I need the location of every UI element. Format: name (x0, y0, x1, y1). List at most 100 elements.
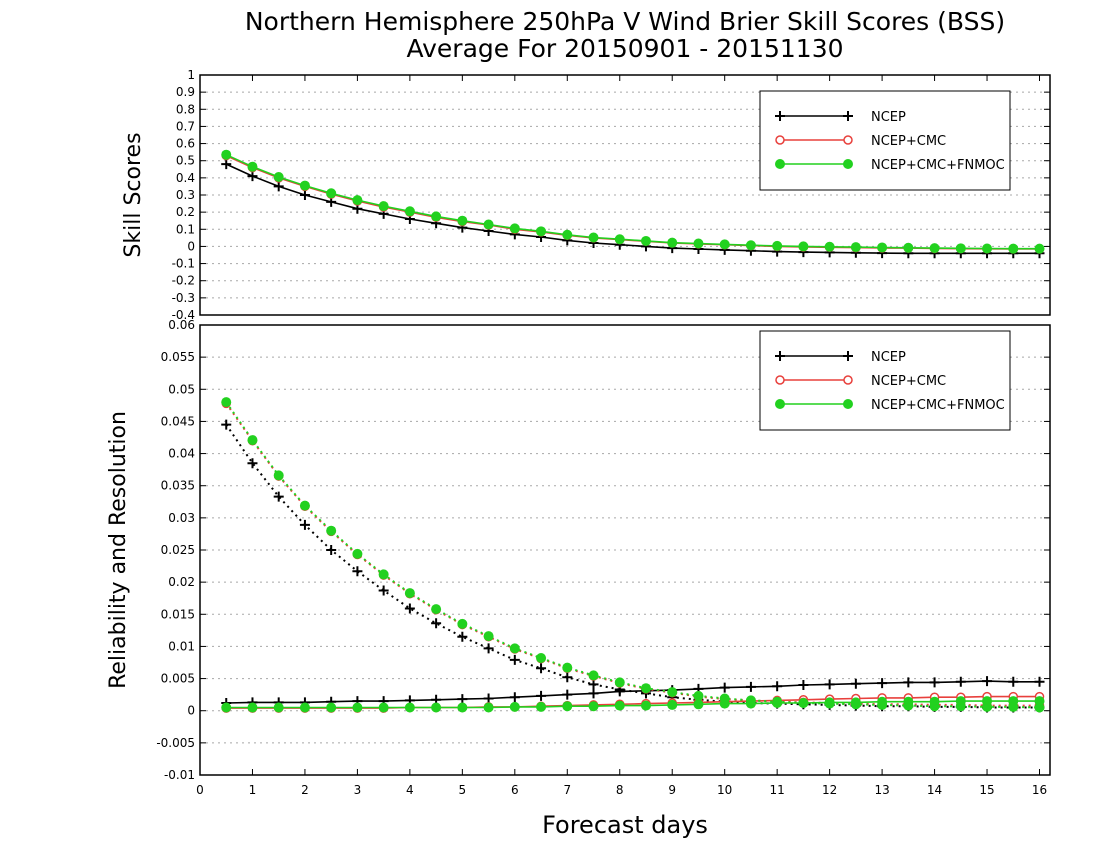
reliability-resolution-series-ncep-cmc-fnmoc-dotted-point-9 (457, 618, 468, 629)
reliability-resolution-series-ncep-point-11 (509, 692, 520, 703)
reliability-resolution-series-ncep-point-27 (929, 677, 940, 688)
reliability-resolution-legend-entry-ncep-cmc-fnmoc-end-point (843, 399, 853, 409)
skill-score-series-ncep-point-1 (247, 171, 258, 182)
skill-score-legend-entry-ncep-cmc-fnmoc-label: NCEP+CMC+FNMOC (871, 158, 1005, 173)
reliability-resolution-series-ncep-cmc-fnmoc-dotted-point-16 (640, 683, 651, 694)
skill-score-y-tick-label: 1 (187, 68, 195, 82)
reliability-resolution-y-tick-label: 0.06 (168, 318, 195, 332)
reliability-resolution-series-ncep-cmc-fnmoc-dotted-point-18 (693, 690, 704, 701)
reliability-resolution-series-ncep-dotted-point-9 (457, 631, 468, 642)
reliability-resolution-series-ncep-dotted-point-0 (221, 419, 232, 430)
skill-score-y-tick-label: 0 (187, 239, 195, 253)
skill-score-legend-entry-ncep-start-point (775, 111, 785, 121)
reliability-resolution-y-tick-label: 0.05 (168, 382, 195, 396)
reliability-resolution-series-ncep-point-19 (719, 682, 730, 693)
skill-score-y-tick-label: 0.6 (176, 137, 195, 151)
reliability-resolution-series-ncep-point-20 (745, 681, 756, 692)
reliability-resolution-series-ncep-cmc-fnmoc-point-13 (562, 701, 573, 712)
reliability-resolution-legend-entry-ncep-cmc-label: NCEP+CMC (871, 374, 946, 389)
skill-score-legend-entry-ncep-label: NCEP (871, 110, 906, 125)
x-tick-label: 12 (822, 783, 837, 797)
reliability-resolution-series-ncep-point-9 (457, 694, 468, 705)
reliability-resolution-series-ncep-cmc-fnmoc-dotted-point-2 (273, 470, 284, 481)
reliability-resolution-legend-entry-ncep-cmc-start-point (775, 375, 785, 385)
reliability-resolution-series-ncep-dotted-point-3 (299, 519, 310, 530)
reliability-resolution-series-ncep-cmc-fnmoc-dotted-point-3 (299, 500, 310, 511)
chart-subtitle: Average For 20150901 - 20151130 (406, 34, 843, 63)
reliability-resolution-series-ncep-dotted-point-11 (509, 654, 520, 665)
reliability-resolution-y-tick-label: 0.025 (161, 543, 195, 557)
reliability-resolution-series-ncep-cmc-fnmoc-point-12 (536, 701, 547, 712)
reliability-resolution-series-ncep-cmc-fnmoc-dotted-point-14 (588, 670, 599, 681)
reliability-resolution-series-ncep-dotted-point-8 (431, 618, 442, 629)
skill-score-series-ncep (221, 159, 1045, 259)
reliability-resolution-series-ncep-point-29 (982, 676, 993, 687)
reliability-resolution-y-tick-label: 0.035 (161, 479, 195, 493)
reliability-resolution-series-ncep-cmc-fnmoc-dotted-point-26 (903, 700, 914, 711)
x-tick-label: 13 (874, 783, 889, 797)
reliability-resolution-series-ncep-cmc-fnmoc-point-0 (221, 702, 232, 713)
x-tick-label: 16 (1032, 783, 1047, 797)
x-tick-label: 1 (249, 783, 257, 797)
x-tick-label: 0 (196, 783, 204, 797)
reliability-resolution-y-tick-label: 0.055 (161, 350, 195, 364)
reliability-resolution-series-ncep-point-23 (824, 679, 835, 690)
reliability-resolution-series-ncep-cmc-fnmoc-dotted-point-10 (483, 631, 494, 642)
reliability-resolution-y-tick-label: -0.01 (164, 768, 195, 782)
reliability-resolution-series-ncep-cmc-fnmoc-dotted-point-7 (404, 588, 415, 599)
reliability-resolution-series-ncep-dotted-point-2 (273, 491, 284, 502)
skill-score-y-tick-label: 0.7 (176, 119, 195, 133)
skill-score-series-ncep-cmc-fnmoc-point-24 (850, 242, 861, 253)
reliability-resolution-y-tick-label: 0.04 (168, 447, 195, 461)
x-tick-label: 14 (927, 783, 942, 797)
reliability-resolution-series-ncep-cmc-fnmoc-dotted-point-12 (536, 653, 547, 663)
skill-score-series-ncep-point-2 (273, 181, 284, 192)
skill-score-series-ncep-cmc-fnmoc-point-15 (614, 234, 625, 245)
reliability-resolution-series-ncep-cmc-fnmoc-dotted-point-21 (772, 696, 783, 707)
reliability-resolution-series-ncep-cmc-fnmoc-dotted-point-8 (431, 604, 442, 615)
skill-score-series (221, 149, 1045, 259)
reliability-resolution-series-ncep-point-12 (536, 690, 547, 701)
skill-score-series-ncep-cmc-fnmoc-point-31 (1034, 243, 1045, 254)
reliability-resolution-series-ncep-cmc-fnmoc-dotted-point-13 (562, 662, 573, 673)
reliability-resolution-series-ncep-dotted-point-13 (562, 672, 573, 683)
forecast-days-x-axis: 0 1 2 3 4 5 6 7 8 9 10 11 12 13 14 15 16 (196, 75, 1047, 797)
skill-score-series-ncep-cmc-fnmoc-point-22 (798, 241, 809, 252)
skill-score-series-ncep-cmc-fnmoc-point-7 (404, 206, 415, 217)
reliability-resolution-series-ncep-point-13 (562, 689, 573, 700)
reliability-resolution-y-axis-title: Reliability and Resolution (106, 411, 131, 689)
skill-score-series-ncep-cmc-fnmoc-point-4 (326, 188, 337, 199)
skill-score-series-ncep-cmc-fnmoc-point-27 (929, 243, 940, 254)
reliability-resolution-series-ncep-cmc-fnmoc-point-1 (247, 702, 258, 713)
reliability-resolution-series-ncep-cmc-fnmoc-point-2 (273, 702, 284, 713)
reliability-resolution-panel: -0.01 -0.005 0 0.005 0.01 0.015 0.02 0.025 0.03 0… (106, 75, 1051, 839)
skill-score-series-ncep-cmc-fnmoc-point-9 (457, 215, 468, 226)
skill-score-y-axis: -0.4 -0.3 -0.2 -0.1 0 0.1 0.2 0.3 0.4 0.5 0.6 0.7 0.… (172, 68, 1050, 322)
skill-score-legend-entry-ncep-cmc-fnmoc: NCEP+CMC+FNMOC (775, 158, 1005, 173)
reliability-resolution-series-ncep-dotted-point-6 (378, 585, 389, 596)
reliability-resolution-legend-entry-ncep-cmc-fnmoc: NCEP+CMC+FNMOC (775, 398, 1005, 413)
reliability-resolution-series-ncep-line (226, 680, 1040, 704)
reliability-resolution-series-ncep-dotted-point-12 (536, 663, 547, 674)
reliability-resolution-series-ncep-dotted (221, 419, 1045, 713)
skill-score-series-ncep-cmc-fnmoc-point-11 (509, 223, 520, 234)
skill-score-series-ncep-cmc-fnmoc-point-12 (536, 226, 547, 237)
reliability-resolution-series-ncep-cmc-fnmoc-point-18 (693, 699, 704, 710)
skill-score-series-ncep-cmc-fnmoc-point-13 (562, 229, 573, 240)
skill-score-legend-entry-ncep-cmc: NCEP+CMC (775, 134, 946, 149)
skill-score-series-ncep-cmc-fnmoc-point-28 (955, 243, 966, 254)
reliability-resolution-series-ncep-point-22 (798, 680, 809, 690)
reliability-resolution-series-ncep-cmc-fnmoc-dotted-point-0 (221, 397, 232, 408)
reliability-resolution-legend: NCEP NCEP+CMC NCEP+CMC+FNMOC (759, 330, 1011, 431)
skill-score-y-axis-title: Skill Scores (121, 132, 146, 257)
reliability-resolution-series-ncep-cmc-fnmoc-dotted-point-28 (955, 701, 966, 712)
reliability-resolution-legend-entry-ncep-cmc: NCEP+CMC (775, 374, 946, 389)
reliability-resolution-series-ncep-cmc-fnmoc-point-10 (483, 702, 494, 713)
reliability-resolution-legend-entry-ncep: NCEP (775, 350, 906, 365)
skill-score-series-ncep-cmc-fnmoc-point-1 (247, 161, 258, 172)
skill-score-y-tick-label: 0.8 (176, 102, 195, 116)
reliability-resolution-series-ncep-cmc-fnmoc-dotted-point-22 (798, 698, 809, 708)
reliability-resolution-series (221, 397, 1045, 713)
reliability-resolution-y-tick-label: 0 (187, 704, 195, 718)
x-tick-label: 8 (616, 783, 624, 797)
